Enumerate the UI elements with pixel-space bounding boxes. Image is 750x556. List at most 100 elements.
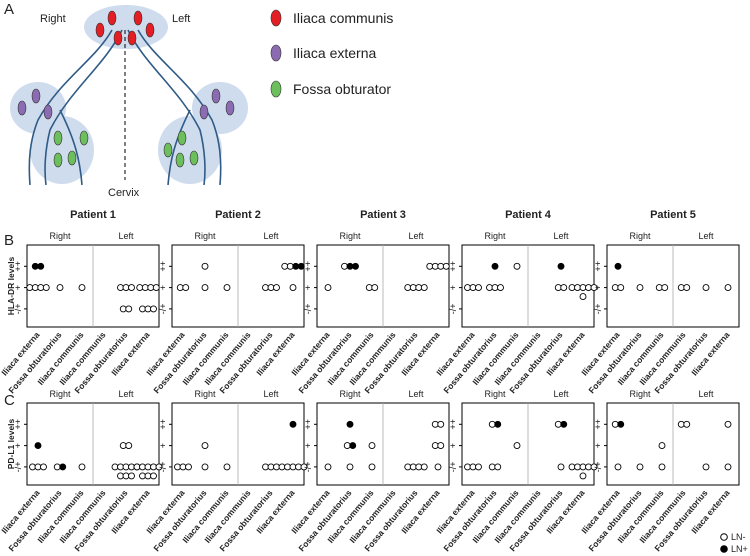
side-label: Left [698,389,714,399]
lymph-node-dot [437,442,445,450]
lymph-node-dot [368,463,376,471]
y-axis-label: PD-L1 levels [6,418,16,469]
lymph-node-dot [724,420,732,428]
lymph-node-dot [352,262,359,270]
lymph-node-dot [201,463,209,471]
lymph-node-dot [346,420,354,428]
lymph-node-dot [579,293,587,301]
side-label: Right [339,389,361,399]
lymph-node-dot [223,284,231,292]
side-label: Right [194,231,216,241]
y-tick-label: ++ [448,261,458,272]
side-label: Right [40,13,66,25]
y-tick-label: -/+ [158,304,168,315]
lymph-node-dot [150,305,157,313]
lymph-node-dot [513,262,521,270]
lymph-node-dot [78,463,86,471]
lymph-node-dot [702,463,710,471]
y-tick-label: ++ [158,419,168,430]
side-label: Right [339,231,361,241]
side-label: Left [698,231,714,241]
side-label: Left [172,13,190,25]
y-tick-label: ++ [448,419,458,430]
lymph-node-dot [683,284,691,292]
lymph-node-dot [152,284,160,292]
y-tick-label: ++ [13,261,23,272]
y-tick-label: + [158,443,168,448]
y-tick-label: -/+ [593,462,603,473]
side-label: Left [553,231,569,241]
lymph-node-dot [201,262,209,270]
y-tick-label: -/+ [593,304,603,315]
chart-title: Patient 3 [360,209,406,221]
cervix-label: Cervix [108,187,140,199]
y-tick-label: + [158,285,168,290]
chart-title: Patient 5 [650,209,696,221]
lymph-node-dot [40,463,47,471]
lymph-node-dot [201,442,209,450]
lymph-node-dot [37,262,45,270]
lymph-node-dot [614,463,622,471]
y-tick-label: ++ [593,261,603,272]
lymph-node-dot [125,305,133,313]
lymph-node-dot [557,262,565,270]
lymph-node-dot [513,442,521,450]
y-tick-label: + [448,443,458,448]
panel-letter: C [4,392,15,409]
lymph-node-dot [590,463,598,471]
lymph-node-dot [475,463,482,471]
lymph-node-dot [475,284,482,292]
lymph-node-dot [297,262,305,270]
y-tick-label: -/+ [158,462,168,473]
y-tick-label: -/+ [303,304,313,315]
lymph-node-dot [42,284,50,292]
lymph-node-dot [557,463,565,471]
side-label: Right [49,389,71,399]
y-tick-label: + [448,285,458,290]
lymph-node-dot [437,420,445,428]
lymph-node-dot [494,420,502,428]
legend-label: LN- [731,532,746,542]
lymph-node-dot [661,284,669,292]
side-label: Right [194,389,216,399]
y-tick-label: -/+ [448,462,458,473]
legend-label: Iliaca communis [293,10,393,26]
lymph-node-dot [125,442,133,450]
y-tick-label: + [13,285,23,290]
y-tick-label: ++ [303,419,313,430]
lymph-node-dot [434,463,442,471]
y-tick-label: + [593,285,603,290]
lymph-node-dot [560,284,568,292]
side-label: Right [629,389,651,399]
y-tick-label: -/+ [13,304,23,315]
lymph-node-dot [658,463,666,471]
legend-marker [720,545,728,553]
lymph-node-dot [78,284,86,292]
legend-marker [720,533,728,541]
lymph-node-dot [442,262,450,270]
lymph-node-dot [368,442,376,450]
legend-label: Iliaca externa [293,45,376,61]
side-label: Left [263,389,279,399]
y-tick-label: -/+ [303,462,313,473]
y-tick-label: + [593,443,603,448]
lymph-node-dot [658,442,666,450]
lymph-node-dot [300,463,308,471]
lymph-node-dot [128,284,135,292]
side-label: Left [408,231,424,241]
lymph-node-dot [185,463,192,471]
lymph-node-dot [59,463,67,471]
lymph-node-dot [150,472,157,480]
lymph-node-dot [420,463,428,471]
lymph-node-dot [223,463,231,471]
lymph-node-dot [491,262,499,270]
lymph-node-dot [324,463,332,471]
lymph-node-dot [289,284,297,292]
lymph-node-dot [56,284,64,292]
panel-letter: B [4,232,14,249]
y-tick-label: ++ [158,261,168,272]
lymph-node-dot [494,463,502,471]
lymph-node-dot [34,442,42,450]
anatomy-legend: Iliaca communis Iliaca externa Fossa obt… [270,9,393,98]
chart-title: Patient 4 [505,209,552,221]
